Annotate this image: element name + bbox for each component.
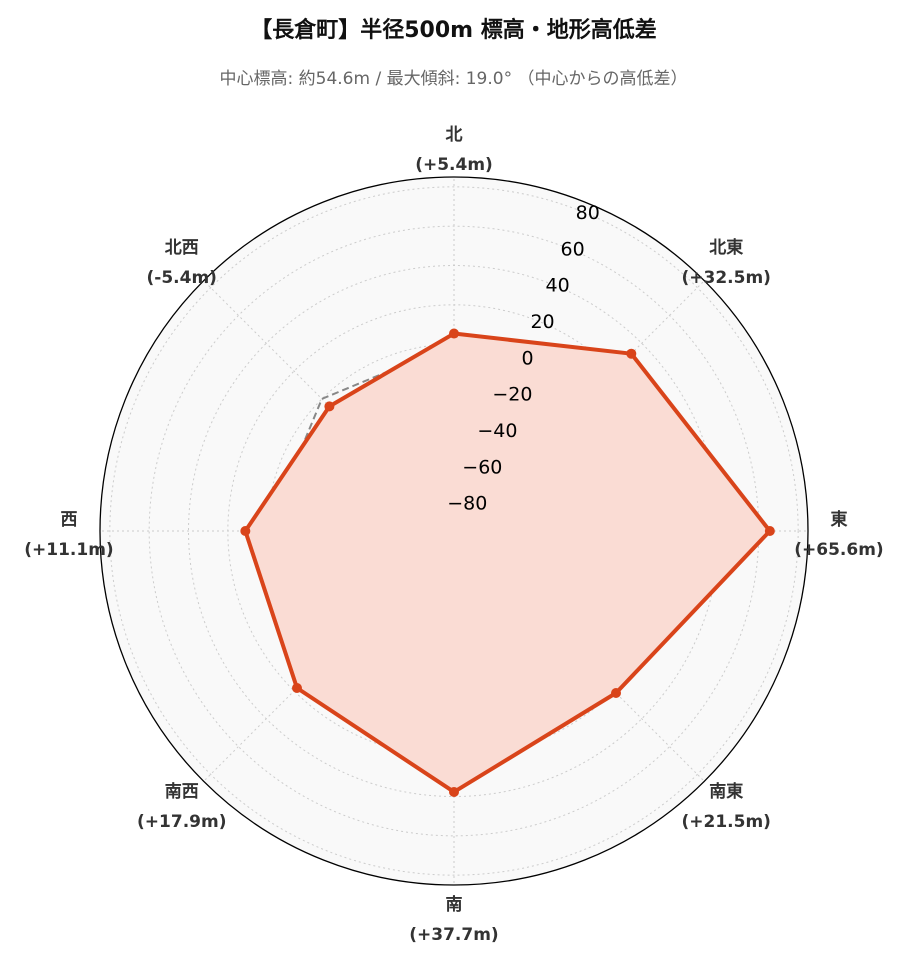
r-tick-label: 40	[546, 275, 570, 297]
elevation-diff-label: (+32.5m)	[682, 268, 771, 288]
elevation-diff-label: (+5.4m)	[415, 155, 493, 175]
r-tick-label: −40	[477, 420, 517, 442]
r-tick-label: −60	[462, 456, 502, 478]
r-tick-label: −80	[447, 493, 487, 515]
r-tick-label: 80	[576, 202, 600, 224]
r-tick-label: −20	[492, 384, 532, 406]
outer-frame	[99, 176, 809, 886]
direction-label: 南	[446, 894, 463, 915]
r-tick-label: 0	[521, 347, 533, 369]
label-layer: 北 (+5.4m) 北東 (+32.5m) 東 (+65.6m) 南東 (+21.5m) 南 (+…	[24, 125, 883, 945]
tick-layer: −80 −60 −40 −20 0 20 40 60 80	[447, 202, 600, 515]
direction-label: 西	[61, 510, 78, 530]
direction-label: 南西	[165, 781, 199, 802]
data-point	[764, 526, 775, 536]
elevation-diff-label: (+65.6m)	[794, 540, 883, 560]
data-point	[626, 348, 637, 359]
elevation-diff-label: (-5.4m)	[147, 268, 217, 288]
chart-subtitle: 中心標高: 約54.6m / 最大傾斜: 19.0° （中心からの高低差）	[219, 69, 688, 89]
data-point	[449, 786, 459, 797]
data-point	[324, 401, 335, 412]
r-tick-label: 60	[561, 238, 585, 260]
elevation-diff-label: (+21.5m)	[682, 812, 771, 832]
elevation-diff-label: (+37.7m)	[409, 925, 498, 945]
series-fill	[245, 333, 770, 792]
elevation-diff-label: (+11.1m)	[24, 540, 113, 560]
data-point	[291, 683, 302, 694]
data-point	[611, 688, 622, 699]
direction-label: 北	[446, 125, 463, 145]
direction-label: 東	[831, 509, 848, 530]
series-layer	[240, 328, 775, 797]
grid-circle	[109, 186, 799, 876]
data-point	[449, 328, 459, 339]
r-tick-label: 20	[530, 311, 554, 333]
chart-title: 【長倉町】半径500m 標高・地形高低差	[250, 18, 657, 43]
direction-label: 北西	[165, 238, 199, 258]
direction-label: 南東	[709, 781, 743, 802]
elevation-diff-label: (+17.9m)	[137, 812, 226, 832]
direction-label: 北東	[709, 237, 743, 258]
data-point	[240, 526, 251, 536]
